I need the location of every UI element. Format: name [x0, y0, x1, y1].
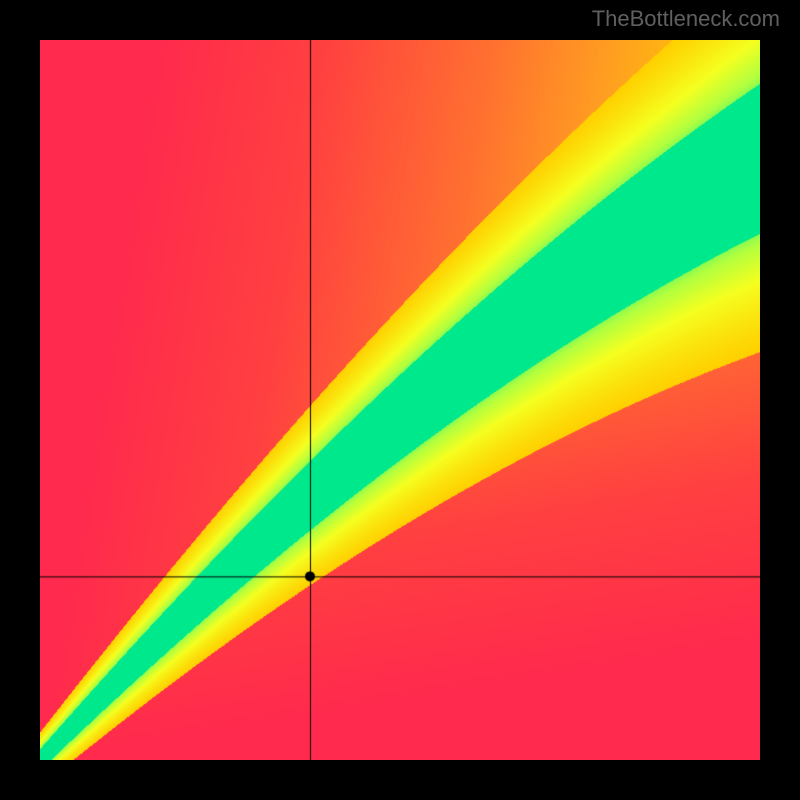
plot-area [40, 40, 760, 760]
heatmap-canvas [40, 40, 760, 760]
chart-container: TheBottleneck.com [0, 0, 800, 800]
watermark-text: TheBottleneck.com [592, 6, 780, 32]
